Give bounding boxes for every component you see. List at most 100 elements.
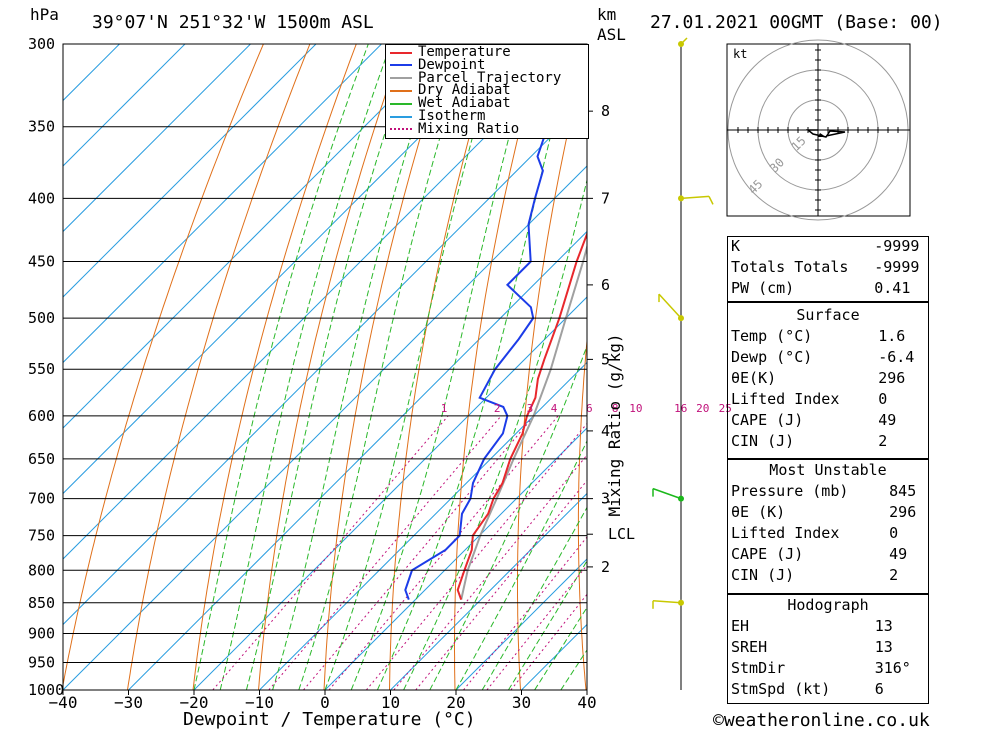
indices-label: CAPE (J) xyxy=(731,411,804,429)
isotherm-line xyxy=(63,44,120,102)
temp-tick-label: 30 xyxy=(512,693,531,712)
wet-adiabat-line xyxy=(324,44,500,690)
mixing-ratio-label: 10 xyxy=(629,402,642,415)
mixing-ratio-label: 6 xyxy=(586,402,593,415)
km-tick-label: 8 xyxy=(601,102,610,120)
indices-row: EH 13 xyxy=(727,616,929,637)
isotherm-line xyxy=(63,44,317,298)
date-title: 27.01.2021 00GMT (Base: 00) xyxy=(650,12,943,33)
km-tick-label: 7 xyxy=(601,189,610,207)
indices-row: StmSpd (kt) 6 xyxy=(727,679,929,700)
mixing-ratio-line xyxy=(268,415,502,690)
legend-item: Wet Adiabat xyxy=(390,96,511,110)
pressure-tick-label: 500 xyxy=(28,309,55,327)
dry-adiabat-line xyxy=(957,44,1000,690)
indices-value: 49 xyxy=(878,411,897,429)
surface-table: Surface Temp (°C) 1.6 Dewp (°C) -6.4 θE(K) 296… xyxy=(727,305,929,452)
indices-value: 0 xyxy=(889,524,899,542)
indices-label: StmSpd (kt) xyxy=(731,680,831,698)
pressure-tick-label: 450 xyxy=(28,253,55,271)
indices-value: 2 xyxy=(889,566,899,584)
x-axis-label: Dewpoint / Temperature (°C) xyxy=(183,709,476,730)
legend-label: Dewpoint xyxy=(418,56,486,73)
temp-tick-label: 40 xyxy=(577,693,596,712)
indices-row: Temp (°C) 1.6 xyxy=(727,326,929,347)
indices-value: -9999 xyxy=(874,258,920,276)
wet-adiabat-line xyxy=(193,44,369,690)
surface-box xyxy=(727,302,929,459)
wind-barb-staff xyxy=(680,37,688,45)
pressure-tick-label: 900 xyxy=(28,624,55,642)
wind-barb-staff xyxy=(652,600,682,604)
dry-adiabat-line xyxy=(192,44,357,690)
indices-value: -6.4 xyxy=(878,348,915,366)
indices-label: SREH xyxy=(731,638,768,656)
legend-label: Parcel Trajectory xyxy=(418,69,562,86)
legend-swatch xyxy=(390,77,412,80)
indices-row: θE (K) 296 xyxy=(727,502,929,523)
isotherm-line xyxy=(455,558,587,690)
mixing-ratio-label: 2 xyxy=(494,402,501,415)
pressure-tick-label: 950 xyxy=(28,653,55,671)
indices-row: CAPE (J) 49 xyxy=(727,410,929,431)
km-tick-label: 6 xyxy=(601,276,610,294)
legend-swatch xyxy=(390,128,412,131)
indices-row: PW (cm) 0.41 xyxy=(727,278,929,299)
wet-adiabat-line xyxy=(481,506,587,690)
pressure-tick-label: 650 xyxy=(28,450,55,468)
hodograph-unit-label: kt xyxy=(733,47,747,61)
mixing-ratio-label: 20 xyxy=(696,402,709,415)
km-tick-label: 4 xyxy=(601,422,610,440)
legend-swatch xyxy=(390,51,412,54)
temp-tick-label: 0 xyxy=(320,693,330,712)
indices-label: Pressure (mb) xyxy=(731,482,849,500)
indices-value: 1.6 xyxy=(878,327,906,345)
wind-barb-flag xyxy=(708,196,714,205)
indices-row: StmDir 316° xyxy=(727,658,929,679)
indices-row: Lifted Index 0 xyxy=(727,389,929,410)
indices-value: 13 xyxy=(874,617,893,635)
hpa-unit-label: hPa xyxy=(30,5,59,24)
temp-tick-label: −40 xyxy=(49,693,78,712)
wind-barb-staff xyxy=(652,487,682,500)
legend-label: Temperature xyxy=(418,44,511,60)
pressure-tick-label: 850 xyxy=(28,594,55,612)
isotherm-line xyxy=(390,492,587,690)
mixing-ratio-line xyxy=(463,536,587,690)
indices-value: -9999 xyxy=(874,237,920,255)
indices-row: CIN (J) 2 xyxy=(727,431,929,452)
mixing-ratio-label: 1 xyxy=(441,402,448,415)
indices-label: CIN (J) xyxy=(731,566,795,584)
temp-tick-label: −30 xyxy=(114,693,143,712)
indices-label: K xyxy=(731,237,741,255)
pressure-tick-label: 700 xyxy=(28,490,55,508)
pressure-tick-label: 300 xyxy=(28,35,55,53)
indices-basic-box xyxy=(727,236,929,302)
indices-section-title: Hodograph xyxy=(787,596,869,614)
temp-tick-label: 20 xyxy=(446,693,465,712)
pressure-tick-label: 400 xyxy=(28,189,55,207)
legend-swatch xyxy=(390,115,412,118)
indices-row: θE(K) 296 xyxy=(727,368,929,389)
indices-row: K -9999 xyxy=(727,236,929,257)
indices-row: Totals Totals -9999 xyxy=(727,257,929,278)
indices-row: SREH 13 xyxy=(727,637,929,658)
mixing-ratio-label: 3 xyxy=(527,402,534,415)
mixing-ratio-line xyxy=(393,454,587,690)
pressure-tick-label: 1000 xyxy=(28,681,64,699)
km-tick-label: 2 xyxy=(601,558,610,576)
pressure-tick-label: 550 xyxy=(28,360,55,378)
hodograph-indices-box xyxy=(727,594,929,704)
km-tick-label: LCL xyxy=(608,525,635,543)
km-unit-label: km xyxy=(597,5,617,24)
isotherm-line xyxy=(63,44,251,233)
mixing-ratio-label: 25 xyxy=(719,402,732,415)
isotherm-line xyxy=(63,99,587,626)
hodograph-indices-table: Hodograph EH 13 SREH 13 StmDir 316° StmSpd (kt)… xyxy=(727,595,929,700)
wind-barb-staff xyxy=(658,293,682,319)
indices-label: EH xyxy=(731,617,750,635)
indices-row: CIN (J) 2 xyxy=(727,565,929,586)
most-unstable-table: Most Unstable Pressure (mb) 845 θE (K) 296 Li… xyxy=(727,460,929,586)
indices-label: PW (cm) xyxy=(731,279,795,297)
